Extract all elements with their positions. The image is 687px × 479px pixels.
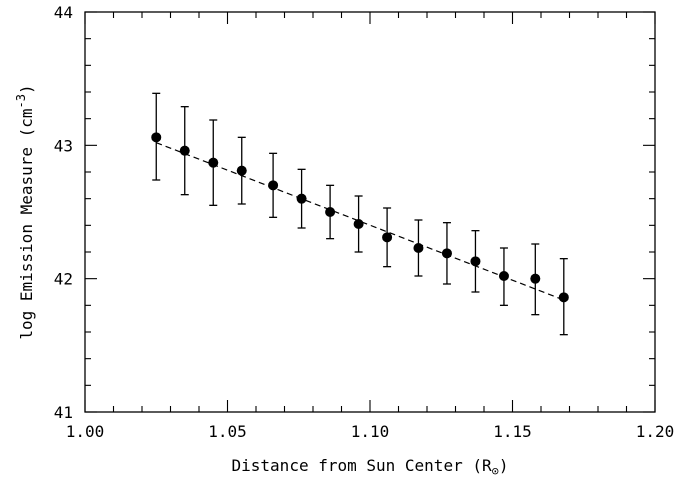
data-point bbox=[353, 219, 364, 229]
y-axis-label-superscript: -3 bbox=[14, 94, 28, 108]
data-point bbox=[236, 165, 247, 176]
data-point bbox=[179, 145, 190, 156]
data-point bbox=[151, 132, 162, 143]
x-tick-label: 1.20 bbox=[636, 422, 675, 441]
y-tick-label: 44 bbox=[54, 3, 73, 22]
x-tick-label: 1.10 bbox=[351, 422, 390, 441]
data-point bbox=[441, 248, 452, 259]
data-point bbox=[498, 271, 509, 281]
plot-frame bbox=[84, 11, 656, 413]
data-point bbox=[325, 207, 336, 217]
axis-ticks bbox=[84, 11, 656, 413]
y-axis-label-close: ) bbox=[17, 84, 36, 94]
x-tick-label: 1.15 bbox=[493, 422, 532, 441]
error-bars bbox=[152, 92, 568, 336]
data-point bbox=[268, 180, 279, 191]
x-axis-label: Distance from Sun Center (R⊙) bbox=[232, 456, 509, 478]
data-points bbox=[151, 132, 569, 303]
tick-labels: 1.00 1.05 1.10 1.15 1.20 41 42 43 44 bbox=[54, 3, 675, 441]
data-point bbox=[413, 243, 424, 253]
y-axis-label: log Emission Measure (cm-3) bbox=[14, 84, 36, 339]
y-tick-label: 41 bbox=[54, 403, 73, 422]
data-point bbox=[470, 256, 481, 267]
x-axis-label-subscript: ⊙ bbox=[492, 464, 499, 478]
data-point bbox=[530, 273, 541, 284]
y-tick-label: 43 bbox=[54, 136, 73, 155]
data-point bbox=[208, 157, 219, 168]
fit-line bbox=[156, 142, 565, 301]
data-point bbox=[296, 193, 307, 204]
x-tick-label: 1.00 bbox=[66, 422, 105, 441]
y-tick-label: 42 bbox=[54, 270, 73, 289]
x-axis-label-close: ) bbox=[499, 456, 509, 475]
x-tick-label: 1.05 bbox=[208, 422, 247, 441]
data-point bbox=[382, 232, 393, 243]
data-point bbox=[558, 292, 569, 303]
